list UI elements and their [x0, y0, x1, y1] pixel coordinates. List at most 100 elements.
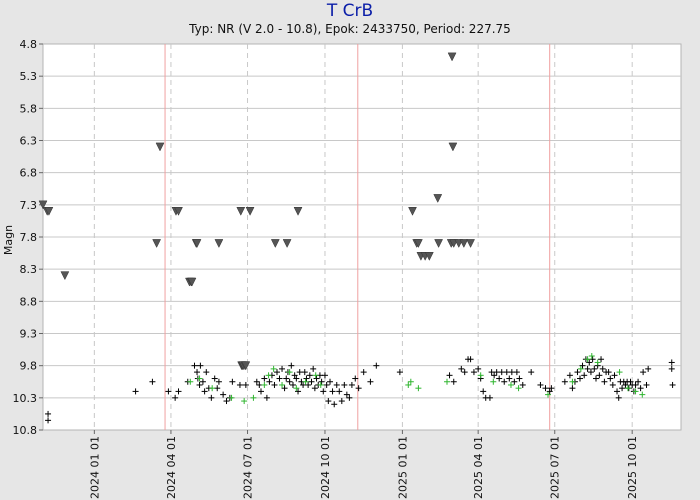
- v-band-point: [312, 372, 319, 379]
- visual-point: [355, 385, 362, 392]
- v-band-point: [228, 394, 235, 401]
- x-tick-label: 2024 10 01: [319, 436, 332, 499]
- visual-point: [574, 369, 581, 376]
- upper-limit-point: [192, 239, 202, 248]
- visual-point: [201, 388, 208, 395]
- v-band-point: [588, 353, 595, 360]
- visual-point: [508, 369, 515, 376]
- visual-point: [289, 381, 296, 388]
- v-band-point: [569, 378, 576, 385]
- visual-point: [229, 378, 236, 385]
- v-band-point: [250, 394, 257, 401]
- y-tick-label: 7.3: [20, 199, 38, 212]
- visual-point: [635, 378, 642, 385]
- v-band-point: [616, 369, 623, 376]
- grid: [43, 44, 681, 430]
- y-tick-label: 7.8: [20, 231, 38, 244]
- visual-point: [223, 398, 230, 405]
- upper-limit-point: [447, 52, 457, 62]
- v-band-point: [624, 385, 631, 392]
- upper-limit-point: [241, 361, 251, 371]
- visual-point: [609, 381, 616, 388]
- v-band-point: [302, 378, 309, 385]
- visual-point: [336, 388, 343, 395]
- upper-limit-point: [448, 142, 458, 152]
- v-band-point: [545, 391, 552, 398]
- visual-point: [263, 394, 270, 401]
- upper-limit-point: [459, 239, 469, 248]
- upper-limit-point: [434, 239, 443, 248]
- visual-point: [458, 365, 465, 372]
- visual-point: [480, 388, 487, 395]
- v-band-point: [444, 378, 451, 385]
- v-band-point: [407, 378, 414, 385]
- y-tick-label: 9.3: [20, 328, 38, 341]
- visual-point: [214, 385, 221, 392]
- visual-point: [537, 381, 544, 388]
- visual-point: [491, 372, 498, 379]
- upper-limit-point: [38, 200, 48, 210]
- visual-point: [561, 378, 568, 385]
- visual-point: [323, 381, 330, 388]
- v-band-point: [490, 378, 497, 385]
- y-tick-label: 5.3: [20, 70, 38, 83]
- visual-point: [475, 365, 482, 372]
- visual-point: [542, 385, 549, 392]
- visual-point: [516, 375, 523, 382]
- upper-limit-point: [466, 239, 475, 248]
- v-band-point: [293, 385, 300, 392]
- visual-point: [511, 378, 518, 385]
- visual-point: [325, 398, 332, 405]
- y-tick-label: 8.3: [20, 263, 38, 276]
- x-tick-label: 2025 10 01: [626, 436, 639, 499]
- v-band-point: [507, 381, 514, 388]
- visual-point: [211, 375, 218, 382]
- visual-point: [320, 388, 327, 395]
- v-band-point: [317, 381, 324, 388]
- visual-point: [194, 369, 201, 376]
- visual-point: [601, 378, 608, 385]
- v-band-point: [594, 359, 601, 366]
- upper-limit-point: [236, 207, 246, 216]
- upper-limit-point: [174, 207, 183, 216]
- upper-limit-point: [44, 207, 54, 216]
- v-band-point: [286, 369, 293, 376]
- y-tick-label: 4.8: [20, 38, 38, 51]
- visual-point: [266, 378, 273, 385]
- visual-point: [308, 378, 315, 385]
- x-tick-label: 2024 04 01: [165, 436, 178, 499]
- visual-point: [614, 388, 621, 395]
- visual-point: [45, 410, 52, 417]
- visual-point: [668, 365, 675, 372]
- visual-point: [607, 375, 614, 382]
- visual-point: [253, 378, 260, 385]
- visual-point: [470, 369, 477, 376]
- visual-point: [615, 394, 622, 401]
- visual-point: [519, 381, 526, 388]
- visual-point: [591, 365, 598, 372]
- y-tick-label: 5.8: [20, 102, 38, 115]
- v-band-point: [270, 365, 277, 372]
- visual-point: [632, 381, 639, 388]
- visual-point: [215, 378, 222, 385]
- y-tick-label: 9.8: [20, 360, 38, 373]
- visual-point: [279, 365, 286, 372]
- x-tick-label: 2025 01 01: [396, 436, 409, 499]
- visual-point: [305, 381, 312, 388]
- v-band-point: [265, 372, 272, 379]
- visual-point: [503, 369, 510, 376]
- visual-point: [569, 385, 576, 392]
- visual-point: [293, 375, 300, 382]
- chart-title: T CrB: [326, 1, 374, 21]
- v-band-point: [477, 372, 484, 379]
- visual-point: [208, 394, 215, 401]
- v-band-point: [632, 388, 639, 395]
- visual-point: [584, 365, 591, 372]
- visual-point: [496, 375, 503, 382]
- visual-point: [276, 375, 283, 382]
- visual-point: [327, 378, 334, 385]
- visual-point: [611, 372, 618, 379]
- visual-point: [668, 359, 675, 366]
- visual-point: [501, 378, 508, 385]
